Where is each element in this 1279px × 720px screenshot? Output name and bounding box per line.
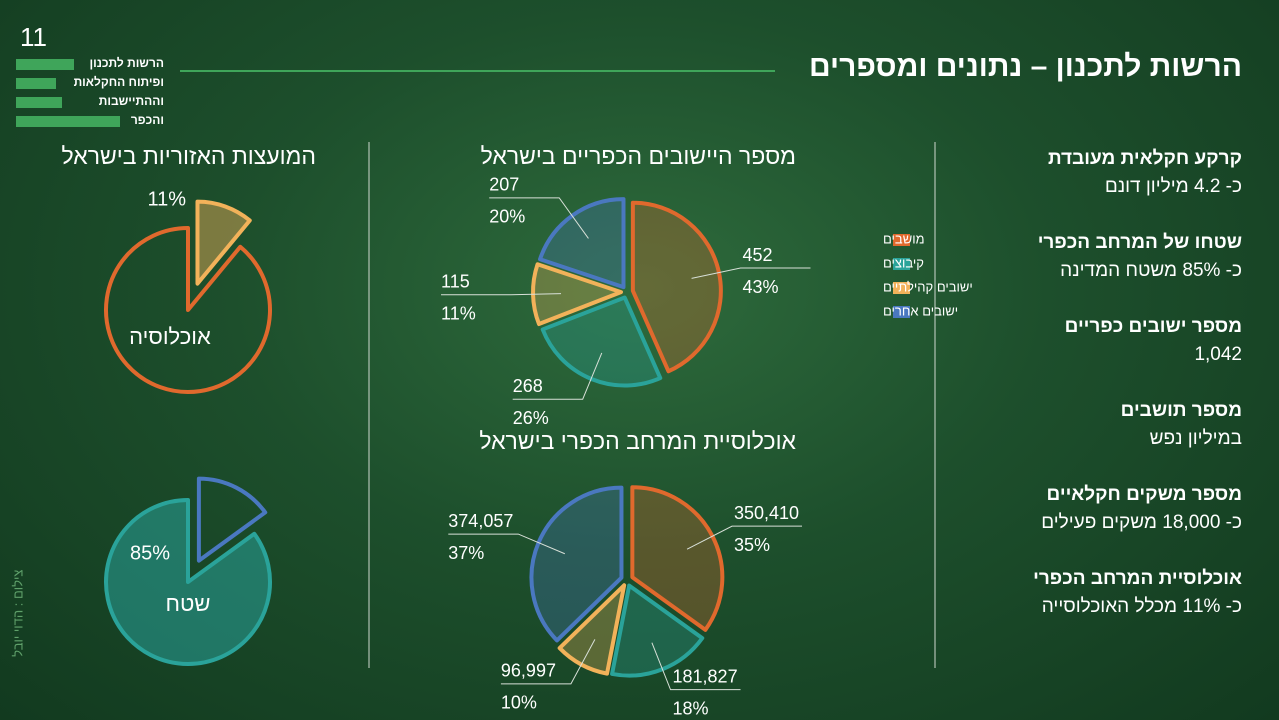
fact-label: מספר משקים חקלאיים bbox=[1046, 484, 1242, 505]
logo-bar bbox=[16, 116, 120, 127]
pie-slice bbox=[104, 498, 272, 666]
percent-label: 20% bbox=[489, 207, 525, 227]
fact-value: כ- 4.2 מיליון דונם bbox=[1104, 176, 1242, 197]
leader-line bbox=[500, 639, 596, 685]
fact: שטחו של המרחב הכפרי כ- 85% משטח המדינה bbox=[942, 230, 1242, 314]
logo-row: וההתיישבות bbox=[16, 94, 164, 113]
fact-label: קרקע חקלאית מעובדת bbox=[1047, 148, 1242, 169]
value-label: 85% bbox=[130, 542, 170, 564]
leader-line bbox=[448, 533, 566, 555]
page-number: 11 bbox=[20, 22, 47, 52]
legend-swatch bbox=[893, 258, 910, 270]
fact: אוכלוסיית המרחב הכפרי כ- 11% מכלל האוכלוס… bbox=[942, 566, 1242, 650]
chart-title: אוכלוסיית המרחב הכפרי בישראל bbox=[479, 428, 796, 454]
legend-label: קיבוצים bbox=[883, 255, 924, 270]
logo-bar bbox=[16, 78, 56, 89]
percent-label: 43% bbox=[742, 277, 778, 297]
leader-line bbox=[441, 293, 562, 296]
logo-row: והכפר bbox=[16, 113, 164, 132]
value-label: 11% bbox=[147, 188, 186, 210]
leader-line bbox=[512, 352, 603, 400]
photo-credit: צילום : הדוי יובל bbox=[10, 569, 26, 657]
fact-value: כ- 11% מכלל האוכלוסייה bbox=[1041, 596, 1242, 617]
legend-swatch bbox=[893, 234, 910, 246]
fact-list: קרקע חקלאית מעובדת כ- 4.2 מיליון דונם שטחו… bbox=[942, 146, 1242, 650]
legend-swatch bbox=[893, 306, 910, 318]
fact-value: 1,042 bbox=[1194, 344, 1242, 365]
leader-line bbox=[691, 267, 811, 279]
percent-label: 10% bbox=[501, 693, 537, 713]
percent-label: 37% bbox=[448, 543, 484, 563]
center-label: שטח bbox=[166, 591, 211, 616]
fact-label: מספר ישובים כפריים bbox=[1064, 316, 1242, 337]
logo-text: וההתיישבות bbox=[98, 94, 164, 108]
fact: קרקע חקלאית מעובדת כ- 4.2 מיליון דונם bbox=[942, 146, 1242, 230]
legend-swatch bbox=[893, 282, 910, 294]
logo-bar bbox=[16, 97, 62, 108]
fact-label: שטחו של המרחב הכפרי bbox=[1037, 232, 1242, 253]
pie-slice bbox=[196, 476, 268, 563]
leader-line bbox=[686, 525, 803, 550]
fact: מספר משקים חקלאיים כ- 18,000 משקים פעילים bbox=[942, 482, 1242, 566]
fact-value: כ- 18,000 משקים פעילים bbox=[1041, 512, 1242, 533]
fact: מספר ישובים כפריים 1,042 bbox=[942, 314, 1242, 398]
percent-label: 26% bbox=[513, 408, 549, 428]
logo: הרשות לתכנון ופיתוח החקלאות וההתיישבות והכפ… bbox=[16, 56, 164, 132]
center-label: אוכלוסיה bbox=[129, 324, 211, 349]
pie-slice bbox=[104, 226, 272, 394]
logo-row: הרשות לתכנון bbox=[16, 56, 164, 75]
value-label: 374,057 bbox=[448, 511, 513, 531]
leader-line bbox=[489, 197, 589, 239]
value-label: 96,997 bbox=[501, 661, 556, 681]
legend-label: מושבים bbox=[883, 231, 925, 246]
legend-label: ישובים קהילתיים bbox=[883, 279, 973, 294]
fact-value: כ- 85% משטח המדינה bbox=[1060, 260, 1242, 281]
leader-line bbox=[651, 642, 741, 691]
percent-label: 11% bbox=[441, 304, 476, 324]
fact-label: אוכלוסיית המרחב הכפרי bbox=[1033, 568, 1242, 589]
logo-text: הרשות לתכנון bbox=[89, 56, 164, 70]
chart-title: מספר היישובים הכפריים בישראל bbox=[480, 143, 796, 169]
value-label: 115 bbox=[441, 272, 470, 292]
percent-label: 18% bbox=[673, 698, 709, 718]
logo-row: ופיתוח החקלאות bbox=[16, 75, 164, 94]
logo-text: ופיתוח החקלאות bbox=[73, 75, 164, 89]
logo-text: והכפר bbox=[130, 113, 164, 127]
pie-slice bbox=[195, 199, 252, 286]
fact-label: מספר תושבים bbox=[1120, 400, 1242, 421]
fact: מספר תושבים במיליון נפש bbox=[942, 398, 1242, 482]
value-label: 207 bbox=[489, 175, 519, 195]
value-label: 350,410 bbox=[734, 503, 799, 523]
value-label: 268 bbox=[513, 376, 543, 396]
value-label: 452 bbox=[742, 245, 772, 265]
value-label: 181,827 bbox=[673, 666, 738, 686]
logo-bar bbox=[16, 59, 74, 70]
percent-label: 35% bbox=[734, 535, 770, 555]
chart-title: המועצות האזוריות בישראל bbox=[61, 143, 316, 169]
slide-title: הרשות לתכנון – נתונים ומספרים bbox=[809, 50, 1242, 83]
legend-label: ישובים אחרים bbox=[883, 303, 958, 318]
fact-value: במיליון נפש bbox=[1149, 428, 1242, 449]
